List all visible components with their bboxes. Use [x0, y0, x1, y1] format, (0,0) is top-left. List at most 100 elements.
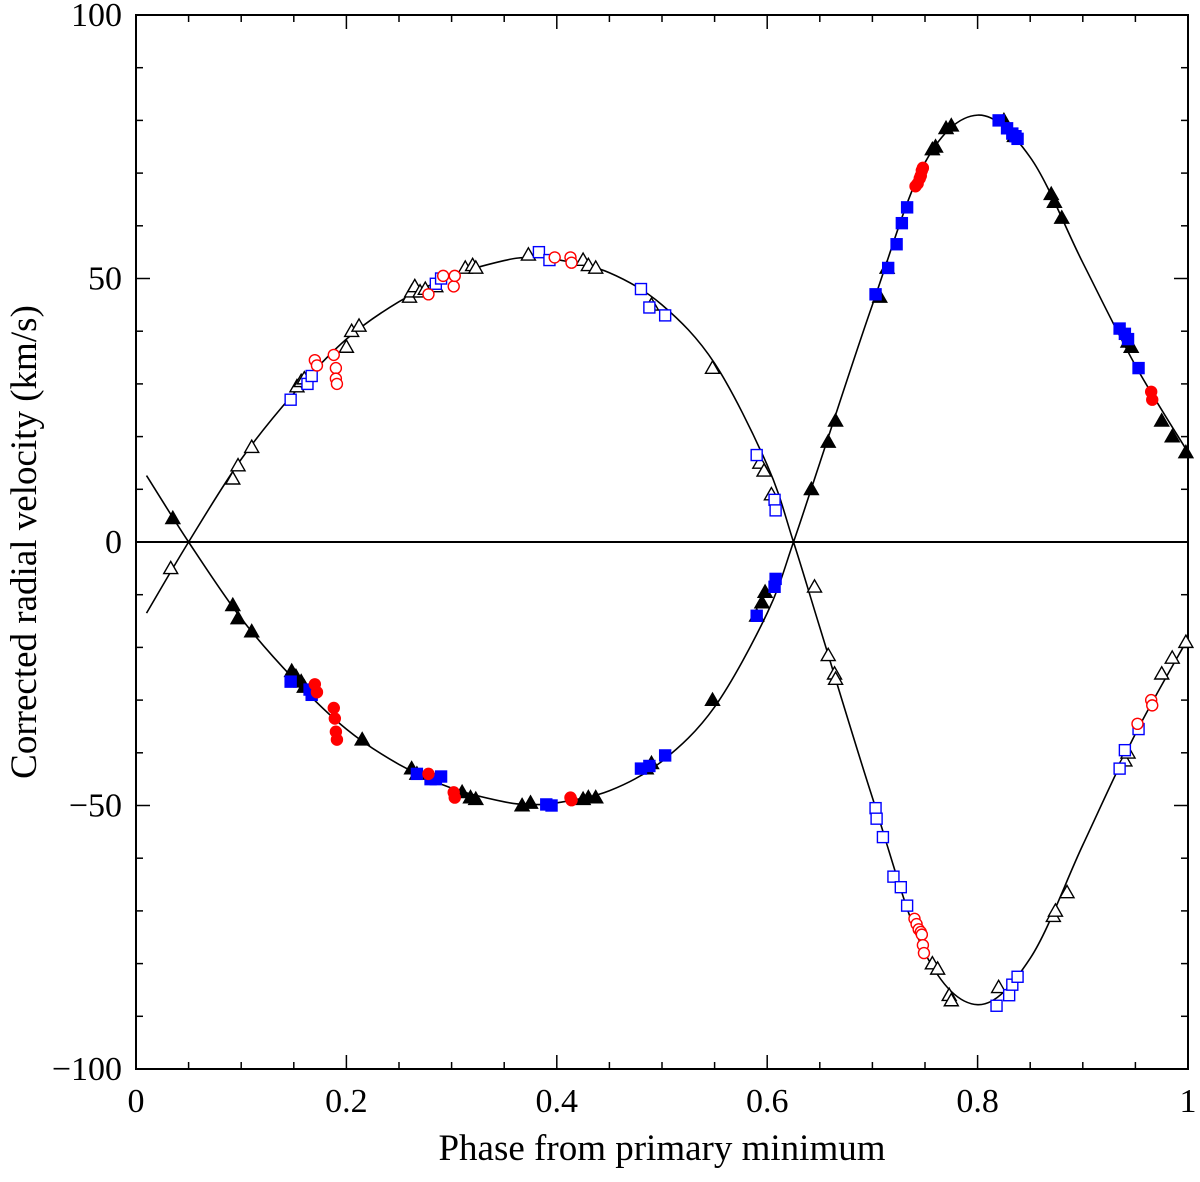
secondary-open-triangle-point — [929, 960, 946, 975]
secondary-open-square-point — [768, 493, 781, 507]
secondary-open-triangle-point — [587, 259, 604, 274]
primary-filled-triangle-point — [243, 623, 260, 638]
secondary-open-square-point — [750, 448, 763, 462]
primary-filled-triangle-point — [827, 412, 844, 427]
primary-filled-triangle-point — [353, 731, 371, 746]
secondary-open-square-point — [900, 899, 914, 912]
primary-filled-circle-point — [916, 161, 930, 175]
secondary-open-triangle-point — [1047, 902, 1064, 917]
primary-filled-square-point — [1011, 132, 1024, 146]
x-axis-label: Phase from primary minimum — [438, 1128, 885, 1169]
secondary-open-triangle-point — [943, 992, 960, 1007]
secondary-open-circle-point — [448, 269, 461, 283]
primary-filled-triangle-point — [927, 138, 944, 153]
primary-filled-square-point — [992, 114, 1005, 127]
primary-filled-square-point — [284, 675, 297, 688]
secondary-open-triangle-point — [350, 317, 368, 332]
primary-filled-triangle-point — [1153, 412, 1170, 427]
secondary-open-square-point — [769, 504, 782, 517]
secondary-open-square-point — [305, 369, 318, 383]
secondary-open-square-point — [1002, 989, 1016, 1002]
primary-filled-triangle-point — [704, 691, 721, 707]
primary-filled-triangle-point — [943, 117, 960, 132]
secondary-open-circle-point — [548, 251, 561, 264]
secondary-open-triangle-point — [755, 462, 773, 477]
secondary-open-circle-point — [327, 348, 340, 362]
primary-filled-triangle-point — [1053, 209, 1070, 224]
primary-filled-circle-point — [330, 733, 344, 746]
secondary-open-square-point — [990, 999, 1003, 1012]
primary-filled-triangle-point — [1164, 428, 1181, 443]
primary-filled-square-point — [890, 238, 903, 251]
axis-tick-labels: 0 0.2 0.4 0.6 0.8 1 −100 −50 0 50 100 — [52, 0, 1197, 1120]
x-tick-label: 0.8 — [956, 1083, 999, 1120]
y-tick-label: 50 — [88, 261, 122, 298]
x-tick-label: 0.6 — [746, 1083, 789, 1120]
primary-filled-circle-point — [565, 794, 578, 807]
axis-ticks — [135, 14, 1189, 1070]
primary-filled-square-point — [410, 767, 424, 781]
primary-filled-triangle-point — [229, 610, 247, 625]
secondary-open-triangle-point — [806, 578, 823, 593]
secondary-open-triangle-point — [162, 559, 179, 575]
primary-filled-circle-point — [327, 701, 340, 715]
primary-filled-triangle-point — [224, 596, 241, 612]
secondary-open-circle-point — [329, 361, 343, 375]
secondary-open-circle-point — [1146, 699, 1159, 712]
primary-filled-square-point — [643, 759, 656, 773]
secondary-open-circle-point — [565, 256, 578, 269]
secondary-open-circle-point — [447, 280, 460, 293]
primary-filled-square-point — [900, 201, 914, 214]
secondary-open-square-point — [876, 830, 890, 844]
primary-filled-circle-point — [310, 685, 324, 699]
y-tick-label: −100 — [52, 1051, 122, 1088]
primary-filled-triangle-point — [587, 789, 604, 804]
secondary-open-circle-point — [330, 377, 344, 391]
secondary-open-triangle-point — [990, 978, 1007, 994]
secondary-open-square-point — [634, 282, 648, 296]
secondary-open-square-point — [658, 309, 672, 322]
primary-filled-square-point — [545, 799, 558, 812]
primary-filled-square-point — [869, 288, 882, 301]
x-tick-label: 0.4 — [536, 1083, 579, 1120]
secondary-open-triangle-point — [1177, 633, 1195, 649]
secondary-open-triangle-point — [229, 457, 247, 472]
secondary-open-square-point — [1118, 743, 1132, 757]
secondary-open-triangle-point — [243, 438, 260, 454]
secondary-open-square-point — [870, 812, 883, 825]
primary-filled-square-point — [895, 216, 909, 230]
primary-filled-square-point — [658, 749, 672, 762]
x-tick-label: 0.2 — [325, 1083, 368, 1120]
primary-filled-circle-point — [422, 767, 435, 781]
primary-filled-square-point — [434, 770, 448, 783]
secondary-open-circle-point — [310, 359, 324, 372]
primary-filled-square-point — [769, 572, 782, 586]
primary-fit-curve — [145, 114, 1189, 806]
y-axis-label: Corrected radial velocity (km/s) — [4, 305, 45, 779]
secondary-open-triangle-point — [827, 670, 844, 685]
primary-filled-circle-point — [328, 712, 342, 725]
primary-filled-triangle-point — [753, 594, 771, 609]
x-tick-label: 0 — [128, 1083, 145, 1120]
secondary-open-square-point — [887, 870, 900, 883]
secondary-open-square-point — [284, 393, 297, 406]
y-tick-label: 100 — [71, 0, 122, 34]
secondary-open-square-point — [643, 301, 656, 314]
secondary-open-square-point — [1113, 762, 1126, 775]
secondary-open-square-point — [532, 245, 546, 259]
primary-filled-triangle-point — [1177, 443, 1195, 459]
secondary-open-triangle-point — [1058, 884, 1076, 899]
primary-filled-triangle-point — [820, 433, 837, 448]
secondary-open-square-point — [869, 801, 882, 815]
primary-filled-triangle-point — [164, 509, 182, 525]
primary-filled-square-point — [1132, 361, 1145, 375]
secondary-open-triangle-point — [224, 470, 241, 485]
y-tick-label: 0 — [105, 524, 122, 561]
secondary-fit-curve — [145, 256, 1189, 1006]
primary-filled-triangle-point — [803, 480, 820, 496]
primary-filled-circle-point — [448, 791, 461, 804]
secondary-open-triangle-point — [1153, 665, 1170, 680]
data-markers — [162, 111, 1195, 1012]
secondary-open-square-point — [1011, 970, 1024, 983]
secondary-open-circle-point — [422, 288, 435, 301]
